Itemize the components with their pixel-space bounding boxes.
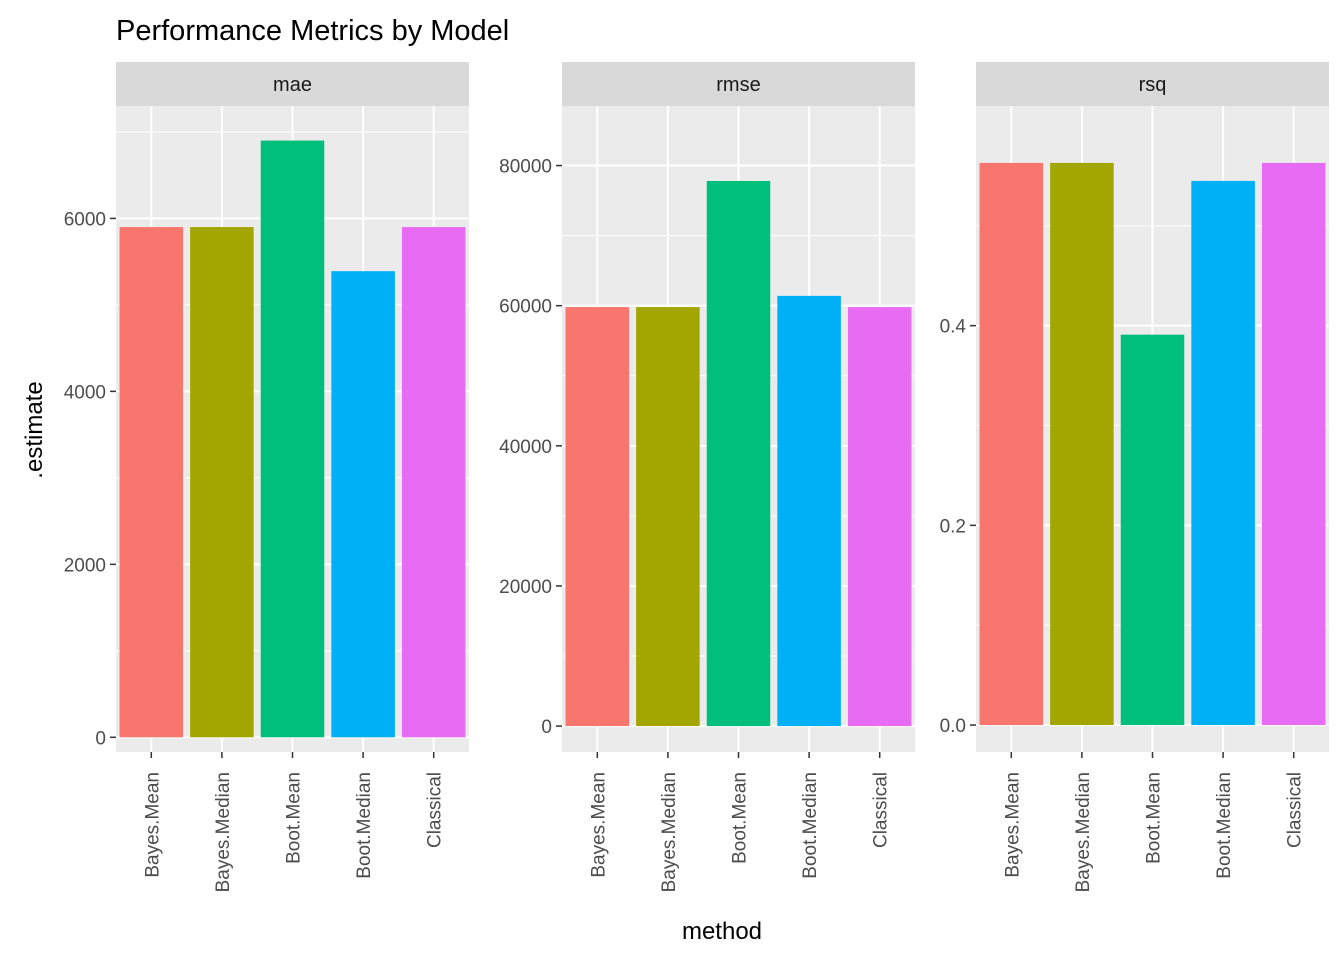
x-axis-title: method (682, 918, 762, 945)
x-tick-label: Classical (871, 772, 892, 848)
facet-strip (116, 62, 469, 106)
y-tick-label: 60000 (499, 297, 552, 318)
bar-rmse-boot-median (777, 295, 841, 727)
bar-mae-bayes-mean (119, 227, 184, 738)
bar-rmse-classical (847, 307, 912, 727)
x-tick-label: Boot.Mean (1144, 772, 1165, 864)
x-tick-label: Bayes.Median (659, 772, 680, 892)
facets-layer: mae 0 2000 4000 6000 Bayes.Mean Bayes.Median Bo… (64, 62, 1329, 892)
x-tick-label: Bayes.Median (1073, 772, 1094, 892)
bar-rsq-boot-median (1191, 180, 1255, 726)
x-tick-label: Classical (425, 772, 446, 848)
facet-strip-label: rmse (716, 74, 760, 96)
bar-rsq-classical (1261, 162, 1326, 726)
facet-rmse: rmse 0 20000 40000 60000 80000 Bayes.Mean Bayes… (499, 62, 915, 892)
bar-rsq-bayes-mean (979, 162, 1044, 726)
y-tick-label: 0.2 (940, 516, 966, 537)
bar-rsq-boot-mean (1120, 334, 1185, 726)
x-tick-label: Boot.Median (354, 772, 375, 879)
facet-strip (976, 62, 1329, 106)
y-tick-label: 0.4 (940, 317, 967, 338)
x-tick-label: Classical (1285, 772, 1306, 848)
x-tick-label: Bayes.Mean (1002, 772, 1023, 878)
facet-rsq: rsq 0.0 0.2 0.4 Bayes.Mean Bayes.Median Boot.M… (940, 62, 1329, 892)
y-tick-label: 4000 (64, 382, 106, 403)
bar-rsq-bayes-median (1050, 162, 1114, 726)
y-tick-label: 0 (95, 728, 106, 749)
bar-rmse-boot-mean (706, 180, 771, 727)
bar-rmse-bayes-median (636, 307, 700, 727)
x-tick-label: Boot.Median (1214, 772, 1235, 879)
x-tick-label: Bayes.Mean (142, 772, 163, 878)
facet-mae: mae 0 2000 4000 6000 Bayes.Mean Bayes.Median Bo… (64, 62, 469, 892)
y-tick-label: 20000 (499, 577, 552, 598)
bar-mae-boot-mean (260, 140, 325, 738)
x-tick-label: Boot.Mean (730, 772, 751, 864)
x-tick-label: Bayes.Median (213, 772, 234, 892)
bar-mae-bayes-median (190, 227, 254, 738)
facet-strip-label: mae (273, 74, 312, 96)
y-tick-label: 0.0 (940, 716, 966, 737)
facet-strip (562, 62, 915, 106)
bar-mae-boot-median (331, 271, 395, 738)
x-tick-label: Bayes.Mean (588, 772, 609, 878)
facet-strip-label: rsq (1139, 74, 1167, 96)
y-tick-label: 80000 (499, 157, 552, 178)
y-tick-label: 6000 (64, 209, 106, 230)
y-axis-title: .estimate (21, 381, 48, 478)
y-tick-label: 40000 (499, 437, 552, 458)
y-tick-label: 0 (541, 717, 552, 738)
bar-mae-classical (401, 227, 466, 738)
chart-title: Performance Metrics by Model (116, 15, 509, 47)
x-tick-label: Boot.Median (800, 772, 821, 879)
y-tick-label: 2000 (64, 555, 106, 576)
x-tick-label: Boot.Mean (284, 772, 305, 864)
bar-rmse-bayes-mean (565, 307, 630, 727)
